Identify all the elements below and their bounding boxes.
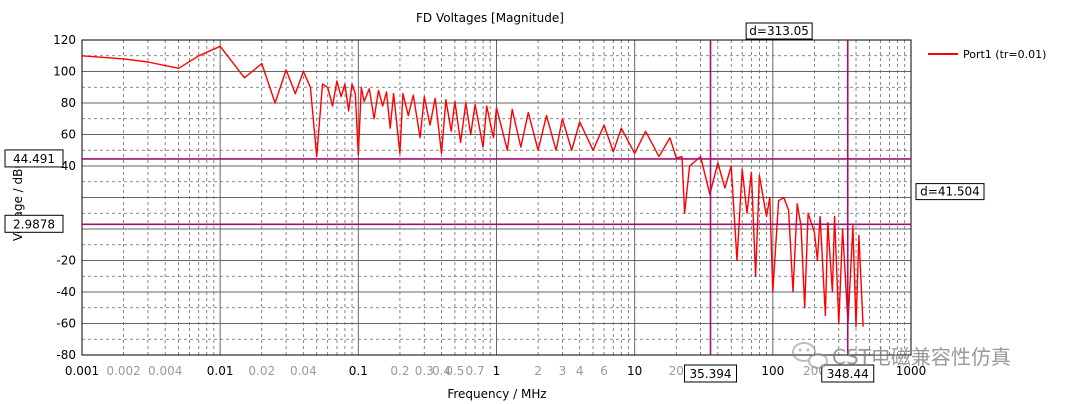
cursor-layer: 44.491 2.9878 35.394 348.44 d=313.05 d=41.504 — [4, 22, 985, 383]
y-tick-label: -20 — [56, 254, 76, 268]
legend-label: Port1 (tr=0.01) — [963, 48, 1046, 61]
x-tick-label: 0.3 — [415, 364, 434, 378]
x-tick-label: 100 — [761, 364, 784, 378]
x-tick-label: 10 — [627, 364, 642, 378]
y-tick-label: -80 — [56, 348, 76, 362]
x-tick-label: 0.4 — [432, 364, 451, 378]
y-tick-label: -40 — [56, 285, 76, 299]
x-tick-label: 6 — [600, 364, 608, 378]
x-tick-label: 1 — [493, 364, 501, 378]
x-tick-label: 20 — [669, 364, 684, 378]
x-tick-label: 3 — [559, 364, 567, 378]
x-tick-label: 2 — [534, 364, 542, 378]
series-layer — [81, 45, 864, 328]
cursor-value-box — [684, 364, 738, 383]
cursor-value-label: 35.394 — [690, 367, 732, 381]
x-tick-label: 0.7 — [466, 364, 485, 378]
delta-x-label: d=313.05 — [749, 24, 809, 38]
watermark: CST电磁兼容性仿真 — [792, 342, 1011, 369]
cursor-value-label: 44.491 — [13, 152, 55, 166]
x-tick-label: 0.2 — [390, 364, 409, 378]
x-tick-label: 0.002 — [106, 364, 140, 378]
wechat-icon — [792, 342, 828, 369]
cursor-value-label: 348.44 — [827, 367, 869, 381]
chart-title: FD Voltages [Magnitude] — [416, 11, 564, 25]
x-tick-label: 0.5 — [445, 364, 464, 378]
watermark-text: CST电磁兼容性仿真 — [832, 345, 1011, 369]
x-tick-label: 0.02 — [248, 364, 275, 378]
y-tick-label: 60 — [61, 128, 76, 142]
x-tick-label: 4 — [576, 364, 584, 378]
y-tick-label: 100 — [53, 65, 76, 79]
x-tick-label: 0.004 — [148, 364, 182, 378]
y-tick-label: -60 — [56, 317, 76, 331]
delta-x-box — [745, 22, 813, 40]
delta-y-box — [915, 183, 985, 201]
y-tick-label: 80 — [61, 96, 76, 110]
legend: Port1 (tr=0.01) — [928, 48, 1046, 61]
x-tick-label: 0.001 — [65, 364, 99, 378]
x-tick-label: 0.04 — [290, 364, 317, 378]
x-tick-label: 0.01 — [207, 364, 234, 378]
y-tick-label: 40 — [61, 159, 76, 173]
series-line — [81, 45, 864, 328]
cursor-value-box — [4, 214, 64, 233]
cursor-value-box — [4, 149, 64, 168]
plot-frame — [81, 39, 912, 356]
y-tick-label: 120 — [53, 33, 76, 47]
grid-lines — [82, 40, 911, 355]
x-tick-label: 1000 — [896, 364, 927, 378]
x-tick-labels: 0.001 0.002 0.004 0.01 0.02 0.04 0.1 0.2 0.30.40… — [65, 364, 926, 378]
y-tick-labels: 120 100 80 60 40 -20 -40 -60 -80 — [53, 33, 76, 362]
x-tick-label: 0.1 — [349, 364, 368, 378]
cursor-value-box — [821, 364, 875, 383]
delta-y-label: d=41.504 — [920, 185, 980, 199]
cursor-value-label: 2.9878 — [13, 217, 55, 231]
x-axis-label: Frequency / MHz — [447, 387, 546, 401]
